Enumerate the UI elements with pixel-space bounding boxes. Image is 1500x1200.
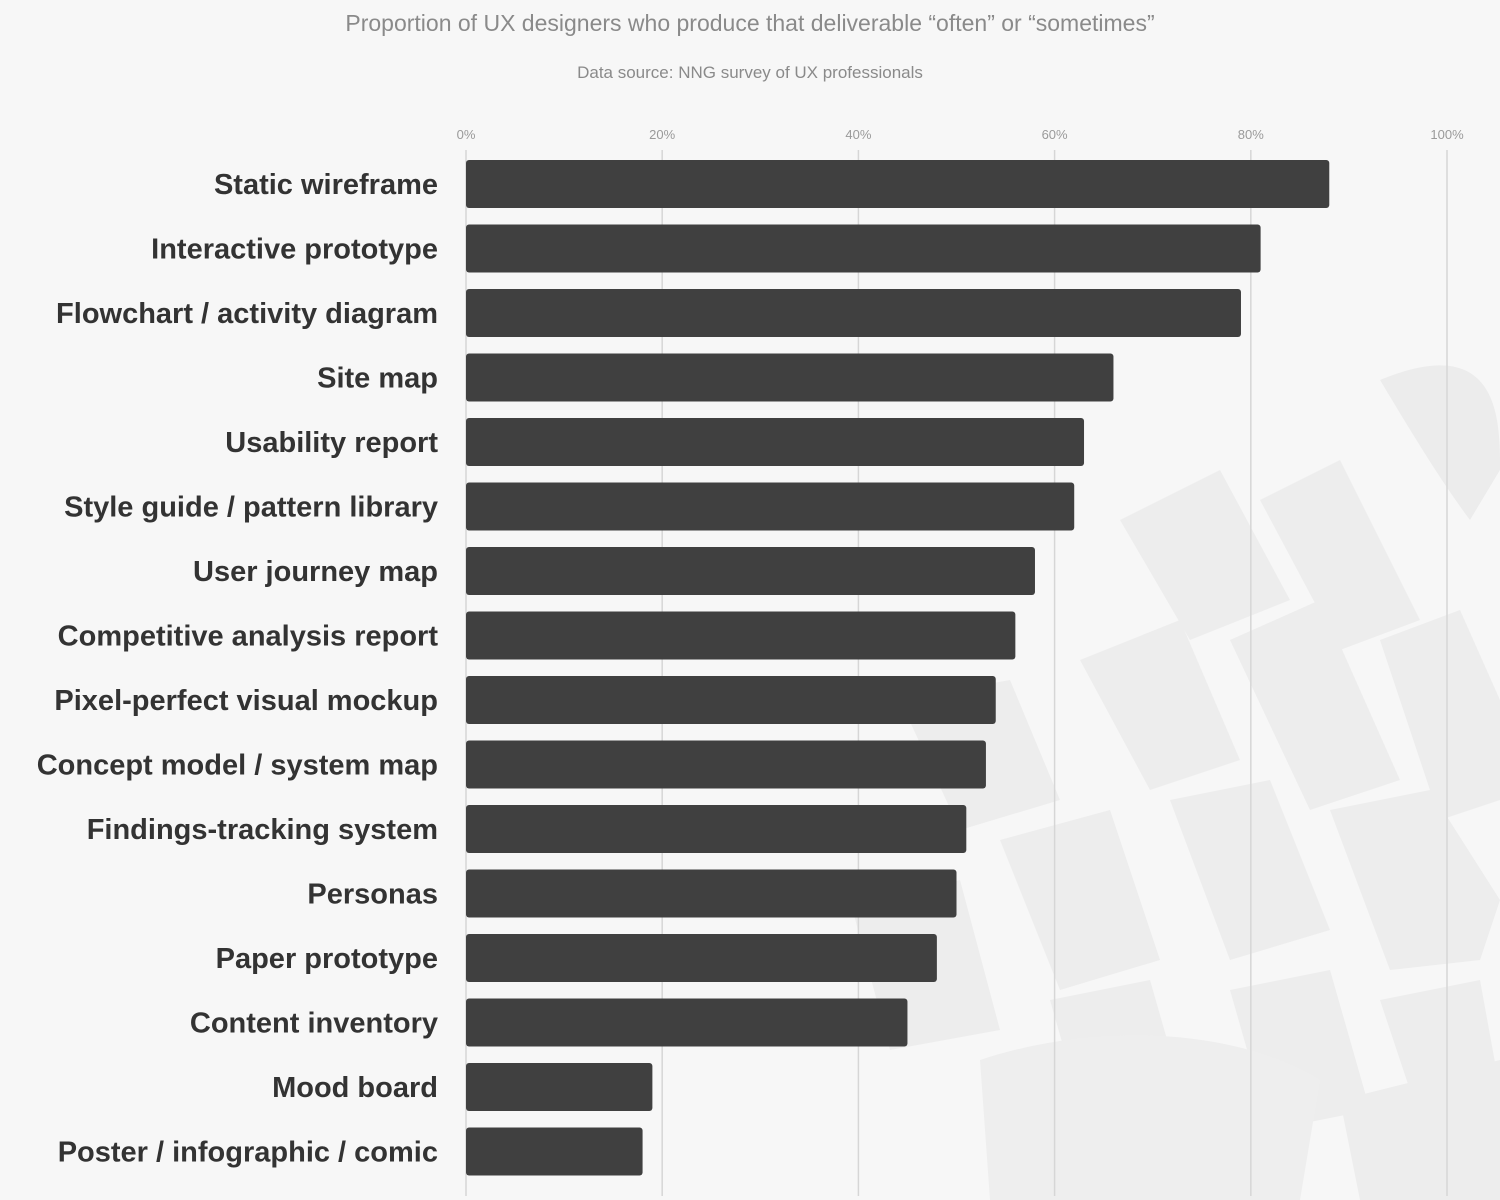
bar bbox=[466, 224, 1261, 273]
bar bbox=[466, 160, 1330, 208]
bars bbox=[466, 160, 1330, 1176]
x-tick-label: 40% bbox=[845, 127, 871, 142]
bar bbox=[466, 998, 908, 1047]
bar bbox=[466, 547, 1035, 595]
category-label: User journey map bbox=[193, 556, 438, 588]
x-tick-label: 20% bbox=[649, 127, 675, 142]
bar bbox=[466, 869, 957, 918]
category-label: Usability report bbox=[225, 427, 438, 459]
category-label: Findings-tracking system bbox=[87, 814, 438, 846]
category-label: Style guide / pattern library bbox=[64, 492, 438, 524]
bar bbox=[466, 418, 1085, 466]
category-label: Flowchart / activity diagram bbox=[56, 298, 438, 330]
category-label: Static wireframe bbox=[214, 169, 438, 201]
x-tick-label: 80% bbox=[1238, 127, 1264, 142]
bar bbox=[466, 1127, 643, 1176]
x-tick-label: 60% bbox=[1042, 127, 1068, 142]
category-label: Paper prototype bbox=[216, 943, 438, 975]
bar bbox=[466, 805, 967, 853]
bar bbox=[466, 289, 1241, 337]
category-label: Concept model / system map bbox=[37, 750, 438, 782]
bar bbox=[466, 934, 937, 982]
category-label: Pixel-perfect visual mockup bbox=[54, 685, 438, 717]
x-axis-ticks: 0% 20% 40% 60% 80% 100% bbox=[457, 127, 1464, 142]
x-tick-label: 100% bbox=[1430, 127, 1464, 142]
category-labels: Static wireframe Interactive prototype Flo… bbox=[37, 169, 439, 1169]
bar bbox=[466, 740, 986, 789]
bar bbox=[466, 482, 1075, 531]
bar bbox=[466, 611, 1016, 660]
category-label: Content inventory bbox=[190, 1008, 438, 1040]
bar bbox=[466, 1063, 653, 1111]
bar bbox=[466, 353, 1114, 402]
category-label: Poster / infographic / comic bbox=[58, 1137, 438, 1169]
category-label: Mood board bbox=[272, 1072, 438, 1104]
category-label: Site map bbox=[317, 363, 438, 395]
chart-subtitle: Data source: NNG survey of UX profession… bbox=[577, 63, 923, 82]
x-tick-label: 0% bbox=[457, 127, 476, 142]
bar bbox=[466, 676, 996, 724]
category-label: Interactive prototype bbox=[151, 234, 438, 266]
category-label: Competitive analysis report bbox=[58, 621, 439, 653]
category-label: Personas bbox=[307, 879, 438, 911]
chart-title: Proportion of UX designers who produce t… bbox=[345, 10, 1154, 36]
